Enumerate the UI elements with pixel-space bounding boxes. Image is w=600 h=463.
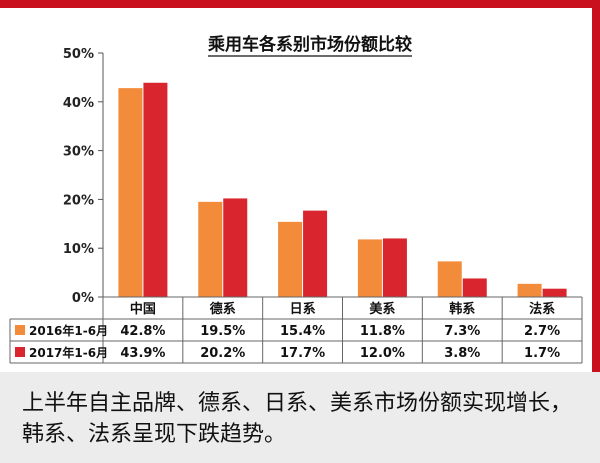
bar-美系-2 (382, 238, 407, 297)
data-label: 2.7% (524, 324, 560, 339)
chart-container: 0% 10% 20% 30% 40% 50% 中国 德系 日系 美系 韩系 法系 2016年1-6月 4… (0, 8, 592, 368)
bar-德系-2 (223, 198, 248, 297)
top-accent-border (0, 0, 600, 8)
y-tick-label: 20% (63, 193, 94, 208)
legend-swatch (15, 347, 25, 357)
legend-swatch (15, 325, 25, 335)
data-label: 20.2% (200, 346, 245, 361)
data-label: 7.3% (444, 324, 480, 339)
y-tick-label: 50% (63, 47, 94, 62)
axes: 0% 10% 20% 30% 40% 50% (63, 47, 104, 306)
bar-韩系-2 (462, 278, 487, 297)
data-label: 17.7% (280, 346, 325, 361)
bar-日系-1 (278, 221, 303, 297)
data-label: 43.9% (120, 346, 165, 361)
category-label: 中国 (130, 301, 156, 317)
data-label: 11.8% (360, 324, 405, 339)
data-label: 1.7% (524, 346, 560, 361)
bar-中国-1 (118, 88, 143, 297)
category-label: 韩系 (449, 301, 475, 317)
chart-title: 乘用车各系别市场份额比较 (207, 34, 412, 55)
caption-text: 上半年自主品牌、德系、日系、美系市场份额实现增长，韩系、法系呈现下跌趋势。 (22, 391, 573, 447)
y-tick-label: 30% (63, 145, 94, 160)
bar-韩系-1 (437, 261, 462, 297)
data-label: 12.0% (360, 346, 405, 361)
bar-法系-1 (517, 283, 542, 297)
caption-box: 上半年自主品牌、德系、日系、美系市场份额实现增长，韩系、法系呈现下跌趋势。 (0, 372, 600, 463)
series-name: 2017年1-6月 (29, 345, 108, 360)
category-label: 美系 (369, 301, 395, 317)
bar-日系-2 (303, 210, 328, 297)
category-label: 法系 (529, 301, 555, 317)
data-label: 19.5% (200, 324, 245, 339)
data-label: 15.4% (280, 324, 325, 339)
bar-chart: 0% 10% 20% 30% 40% 50% 中国 德系 日系 美系 韩系 法系 2016年1-6月 4… (9, 34, 583, 364)
bar-美系-1 (357, 239, 382, 297)
y-tick-label: 0% (72, 291, 94, 306)
data-table: 中国 德系 日系 美系 韩系 法系 2016年1-6月 42.8% 19.5% 15.4% 11.8… (9, 296, 583, 364)
category-label: 日系 (290, 301, 316, 317)
y-tick-label: 40% (63, 96, 94, 111)
series-name: 2016年1-6月 (29, 323, 108, 338)
right-accent-border (592, 0, 600, 380)
data-label: 3.8% (444, 346, 480, 361)
category-label: 德系 (210, 301, 236, 317)
bar-法系-2 (542, 288, 567, 297)
bar-德系-1 (198, 201, 223, 297)
bar-中国-2 (143, 82, 168, 297)
data-label: 42.8% (120, 324, 165, 339)
bars (118, 82, 567, 297)
y-tick-label: 10% (63, 242, 94, 257)
